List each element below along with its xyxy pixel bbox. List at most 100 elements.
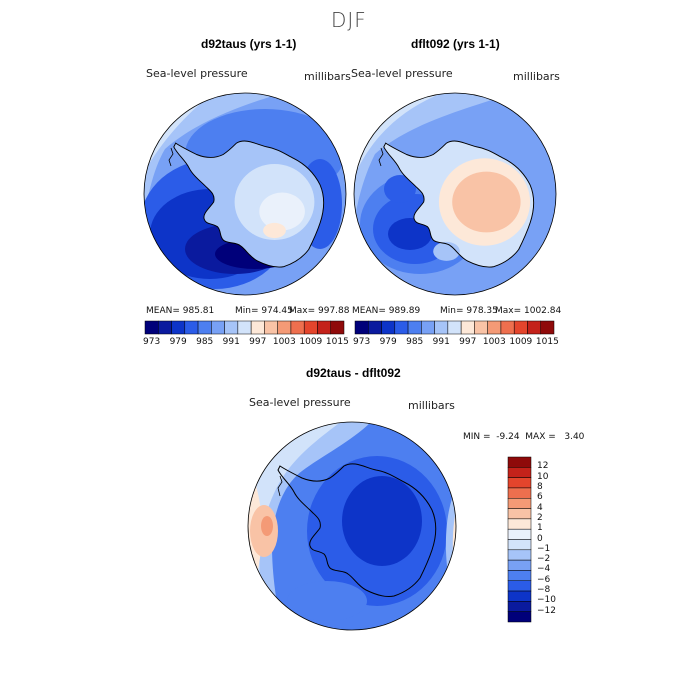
colorbar-tick-label: 997	[459, 337, 477, 347]
colorbar-swatch	[507, 456, 532, 468]
colorbar-swatch	[354, 320, 369, 335]
colorbar-swatch	[500, 320, 515, 335]
colorbar-tick-label: −1	[537, 543, 551, 554]
colorbar-tick-label: 10	[537, 471, 549, 482]
colorbar-swatch	[507, 539, 532, 551]
panel-3-units-label: millibars	[408, 399, 455, 412]
colorbar-swatch	[237, 320, 252, 335]
colorbar-swatch	[513, 320, 528, 335]
colorbar-swatch	[540, 320, 555, 335]
panel-1-min: Min= 974.45	[235, 306, 293, 316]
colorbar-swatch	[507, 487, 532, 499]
panel-3-title: d92taus - dflt092	[306, 366, 401, 380]
colorbar-swatch	[507, 580, 532, 592]
colorbar-swatch	[224, 320, 239, 335]
panel-1-map	[143, 92, 347, 296]
colorbar-tick-label: 991	[222, 337, 240, 347]
colorbar-tick-label: −2	[537, 554, 551, 565]
colorbar-tick-label: −8	[537, 585, 551, 596]
panel-1-mean: MEAN= 985.81	[146, 306, 215, 316]
figure-title: DJF	[331, 8, 367, 32]
colorbar-tick-label: 1003	[482, 337, 506, 347]
panel-2-mean: MEAN= 989.89	[352, 306, 421, 316]
colorbar-swatch	[407, 320, 422, 335]
colorbar-2	[354, 320, 555, 335]
colorbar-swatch	[330, 320, 345, 335]
colorbar-swatch	[264, 320, 278, 335]
colorbar-3	[507, 456, 532, 623]
colorbar-tick-label: 1015	[325, 337, 349, 347]
colorbar-tick-label: 12	[537, 461, 549, 472]
colorbar-tick-label: 985	[196, 337, 214, 347]
colorbar-swatch	[474, 320, 488, 335]
colorbar-swatch	[434, 320, 449, 335]
colorbar-swatch	[507, 601, 532, 612]
colorbar-tick-label: 8	[537, 481, 543, 492]
colorbar-swatch	[507, 611, 532, 623]
panel-2-max: Max= 1002.84	[495, 306, 562, 316]
colorbar-swatch	[507, 590, 532, 602]
colorbar-swatch	[447, 320, 462, 335]
panel-2-title: dflt092 (yrs 1-1)	[411, 37, 500, 51]
colorbar-swatch	[421, 320, 435, 335]
panel-3-map	[247, 421, 457, 631]
colorbar-tick-label: 979	[169, 337, 187, 347]
colorbar-swatch	[507, 477, 532, 489]
colorbar-swatch	[507, 467, 532, 478]
colorbar-1	[144, 320, 345, 335]
colorbar-tick-label: 1009	[299, 337, 323, 347]
colorbar-swatch	[368, 320, 382, 335]
colorbar-tick-label: 973	[353, 337, 371, 347]
colorbar-swatch	[184, 320, 199, 335]
colorbar-tick-label: −12	[537, 605, 556, 616]
panel-3-minmax: MIN = -9.24 MAX = 3.40	[463, 432, 585, 442]
colorbar-swatch	[460, 320, 475, 335]
colorbar-tick-label: 1009	[509, 337, 533, 347]
colorbar-swatch	[303, 320, 318, 335]
colorbar-swatch	[394, 320, 409, 335]
colorbar-tick-label: 985	[406, 337, 424, 347]
colorbar-tick-label: 979	[379, 337, 397, 347]
colorbar-swatch	[507, 508, 532, 520]
colorbar-swatch	[171, 320, 186, 335]
colorbar-tick-label: 973	[143, 337, 161, 347]
panel-1-units-label: millibars	[304, 70, 351, 83]
colorbar-swatch	[381, 320, 396, 335]
colorbar-tick-label: 1015	[535, 337, 559, 347]
colorbar-swatch	[317, 320, 331, 335]
colorbar-tick-label: 991	[432, 337, 450, 347]
colorbar-tick-label: 0	[537, 533, 543, 544]
colorbar-swatch	[211, 320, 225, 335]
colorbar-tick-label: −4	[537, 564, 551, 575]
panel-2-variable-label: Sea-level pressure	[351, 67, 453, 80]
colorbar-tick-label: 4	[537, 502, 543, 513]
colorbar-tick-label: 1	[537, 523, 543, 534]
colorbar-tick-label: 6	[537, 492, 543, 503]
colorbar-swatch	[144, 320, 159, 335]
colorbar-tick-label: 997	[249, 337, 267, 347]
colorbar-swatch	[507, 498, 532, 509]
colorbar-tick-label: 2	[537, 512, 543, 523]
panel-1-title: d92taus (yrs 1-1)	[201, 37, 297, 51]
panel-2-min: Min= 978.35	[440, 306, 498, 316]
colorbar-swatch	[197, 320, 212, 335]
colorbar-swatch	[277, 320, 292, 335]
panel-2-map	[353, 92, 557, 296]
colorbar-tick-label: 1003	[272, 337, 296, 347]
colorbar-swatch	[250, 320, 265, 335]
colorbar-tick-label: −10	[537, 595, 556, 606]
colorbar-swatch	[527, 320, 541, 335]
colorbar-swatch	[507, 518, 532, 530]
colorbar-tick-label: −6	[537, 574, 551, 585]
colorbar-swatch	[507, 528, 532, 540]
panel-1-max: Max= 997.88	[289, 306, 350, 316]
colorbar-swatch	[290, 320, 305, 335]
panel-2-units-label: millibars	[513, 70, 560, 83]
colorbar-swatch	[507, 559, 532, 571]
panel-3-variable-label: Sea-level pressure	[249, 396, 351, 409]
panel-1-variable-label: Sea-level pressure	[146, 67, 248, 80]
colorbar-swatch	[158, 320, 172, 335]
colorbar-swatch	[507, 570, 532, 581]
colorbar-swatch	[487, 320, 502, 335]
colorbar-swatch	[507, 549, 532, 561]
